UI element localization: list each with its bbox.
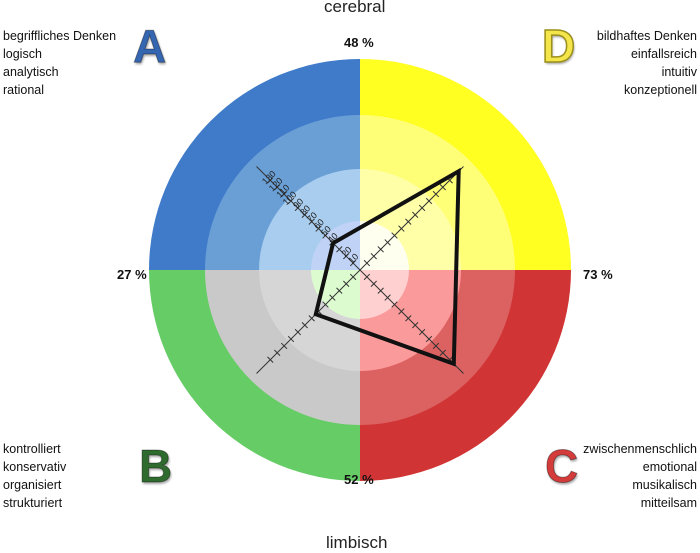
tick-b-40 — [329, 294, 336, 301]
tick-a-50 — [322, 232, 329, 239]
percent-left: 27 % — [117, 267, 147, 282]
tick-c-70 — [405, 315, 412, 322]
trait-a-1: begriffliches Denken — [3, 29, 117, 43]
tick-c-100 — [425, 335, 433, 343]
trait-a-4: rational — [3, 83, 44, 97]
trait-a-3: analytisch — [3, 65, 59, 79]
tick-a-130 — [267, 177, 274, 184]
trait-b-4: strukturiert — [3, 496, 63, 510]
axis-line-a — [256, 166, 361, 271]
tick-b-10 — [349, 273, 357, 281]
tick-c-50 — [391, 301, 398, 308]
trait-d-1: bildhaftes Denken — [596, 29, 697, 43]
axis-line-b — [256, 269, 361, 374]
trait-c-1: zwischenmenschlich — [583, 442, 697, 456]
tick-a-100 — [287, 197, 295, 205]
tick-c-20 — [370, 280, 377, 287]
tick-b-70 — [308, 315, 315, 322]
label-limbisch: limbisch — [326, 533, 388, 552]
tick-c-80 — [412, 322, 419, 329]
tick-c-90 — [418, 328, 426, 336]
trait-b-2: konservativ — [3, 460, 67, 474]
axis-line-c — [359, 269, 464, 374]
tick-b-100 — [287, 335, 295, 343]
tick-d-60 — [398, 225, 405, 232]
tick-b-90 — [294, 328, 302, 336]
tick-a-20 — [343, 253, 350, 260]
tick-d-80 — [412, 211, 419, 218]
trait-c-2: emotional — [642, 460, 697, 474]
trait-b-3: organisiert — [3, 478, 62, 492]
profile-polygon — [313, 167, 461, 367]
tick-a-80 — [301, 211, 308, 218]
tick-b-50 — [322, 301, 329, 308]
percent-top: 48 % — [344, 35, 374, 50]
scale-label-10: 10 — [346, 251, 360, 265]
tick-c-10 — [363, 273, 371, 281]
tick-d-90 — [418, 204, 426, 212]
quadrant-letter-b: B — [138, 440, 173, 492]
trait-a-2: logisch — [3, 47, 42, 61]
tick-c-40 — [384, 294, 391, 301]
trait-d-2: einfallsreich — [630, 47, 697, 61]
tick-a-30 — [336, 246, 343, 253]
tick-d-30 — [377, 246, 384, 253]
tick-b-130 — [267, 356, 274, 363]
tick-a-10 — [349, 259, 357, 267]
tick-a-60 — [315, 225, 322, 232]
tick-d-120 — [439, 184, 446, 191]
tick-d-40 — [384, 239, 391, 246]
axis-line-d — [359, 166, 464, 271]
quadrant-letter-a: A — [132, 20, 167, 72]
tick-d-70 — [405, 218, 412, 225]
traits-a: begriffliches Denken logisch analytisch … — [3, 27, 116, 99]
tick-b-80 — [301, 322, 308, 329]
traits-b: kontrolliert konservativ organisiert str… — [3, 440, 66, 512]
trait-d-3: intuitiv — [661, 65, 697, 79]
tick-d-10 — [363, 259, 371, 267]
tick-d-50 — [391, 232, 398, 239]
trait-d-4: konzeptionell — [624, 83, 697, 97]
traits-d: bildhaftes Denken einfallsreich intuitiv… — [597, 27, 697, 99]
scale-label-80: 80 — [298, 203, 312, 217]
tick-d-100 — [425, 197, 433, 205]
percent-right: 73 % — [583, 267, 613, 282]
tick-c-120 — [439, 349, 446, 356]
tick-c-60 — [398, 308, 405, 315]
tick-b-120 — [274, 349, 281, 356]
tick-d-20 — [370, 253, 377, 260]
tick-d-110 — [432, 190, 440, 198]
quadrant-letter-c: C — [544, 440, 579, 492]
trait-c-4: mitteilsam — [640, 496, 697, 510]
tick-b-110 — [280, 342, 288, 350]
tick-a-70 — [308, 218, 315, 225]
trait-c-3: musikalisch — [632, 478, 697, 492]
tick-c-110 — [432, 342, 440, 350]
label-cerebral: cerebral — [324, 0, 386, 16]
tick-a-90 — [294, 204, 302, 212]
tick-c-30 — [377, 287, 384, 294]
scale-label-60: 60 — [312, 217, 326, 231]
tick-b-30 — [336, 287, 343, 294]
quadrant-letter-d: D — [541, 20, 576, 72]
tick-b-20 — [343, 280, 350, 287]
trait-b-1: kontrolliert — [3, 442, 61, 456]
tick-a-120 — [274, 184, 281, 191]
tick-a-110 — [280, 190, 288, 198]
percent-bottom: 52 % — [344, 472, 374, 487]
scale-label-90: 90 — [291, 196, 305, 210]
traits-c: zwischenmenschlich emotional musikalisch… — [583, 440, 697, 512]
